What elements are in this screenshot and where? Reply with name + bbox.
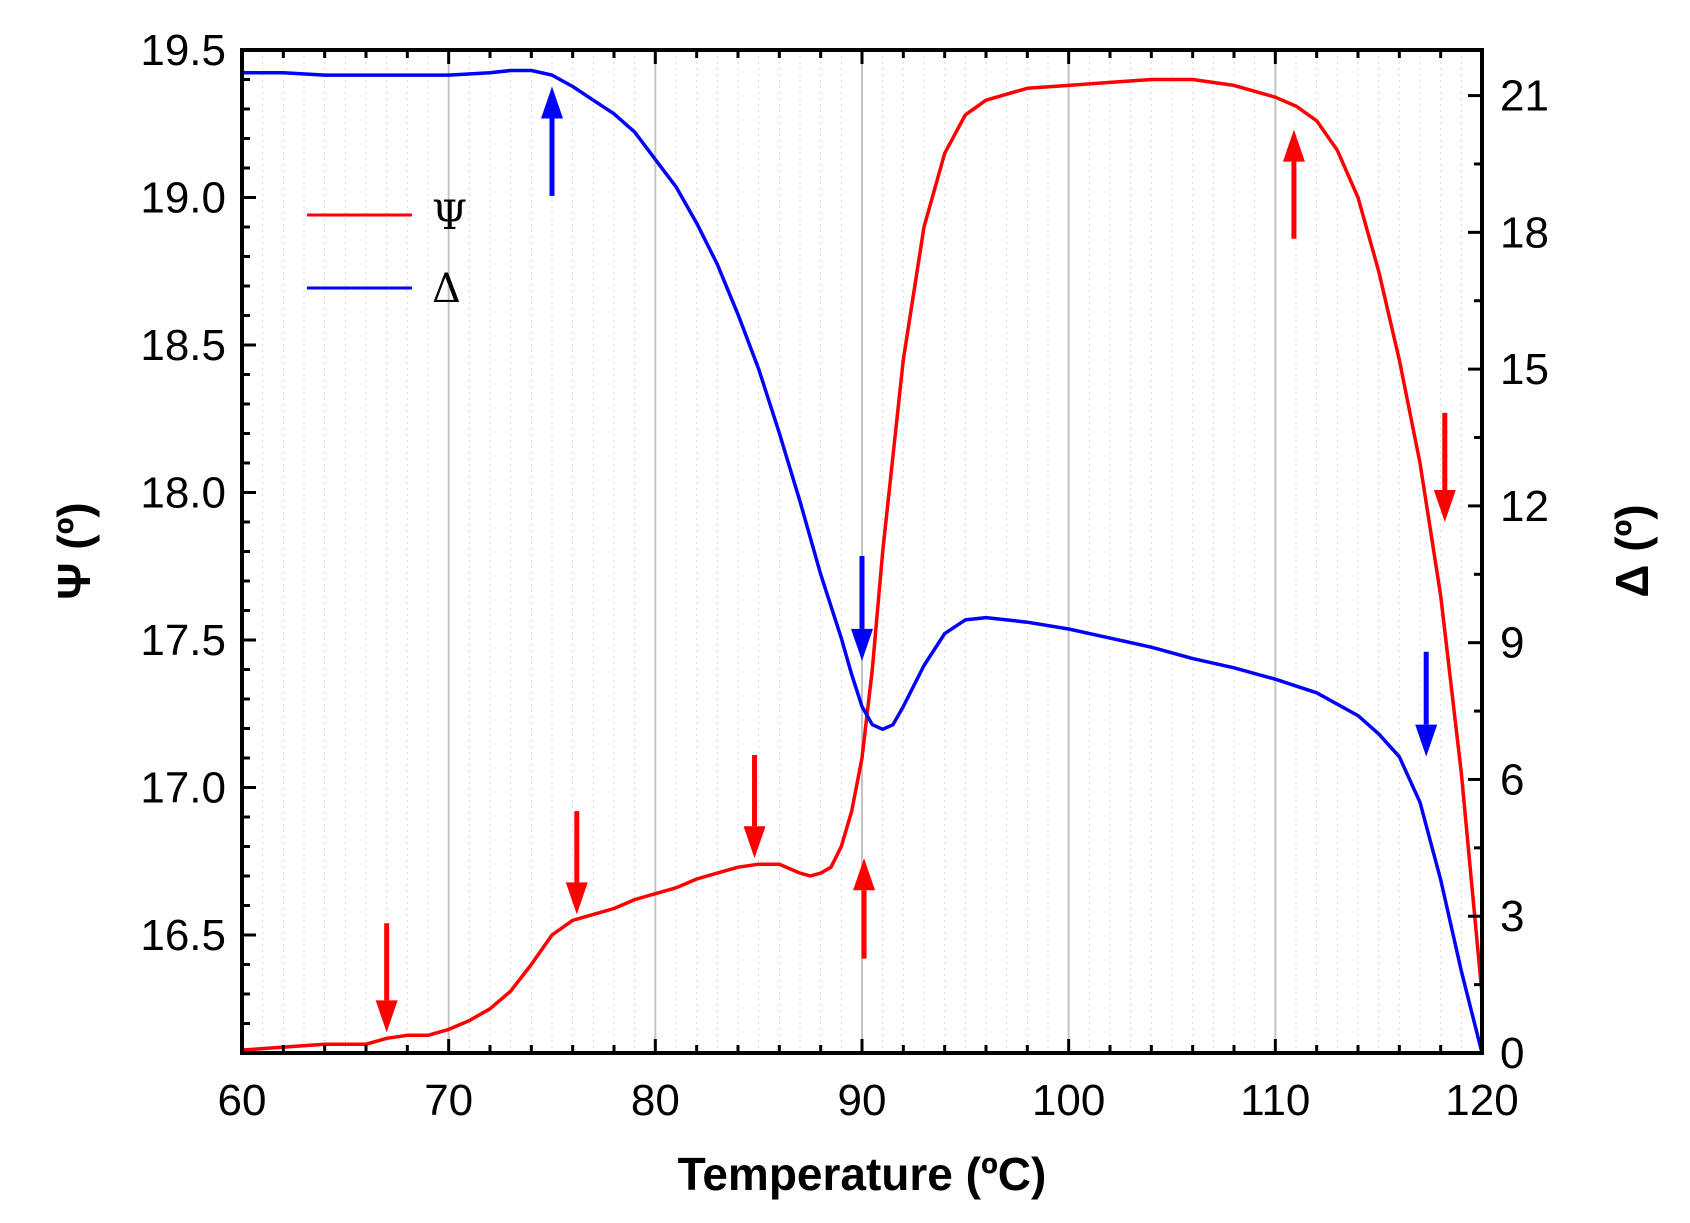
- arrow-down-icon: [743, 755, 766, 859]
- y-left-tick-label: 18.0: [140, 469, 226, 518]
- arrow-head: [743, 826, 766, 859]
- arrow-head: [1415, 724, 1438, 757]
- arrow-down-icon: [1415, 651, 1438, 757]
- y-right-tick-label: 0: [1500, 1029, 1524, 1078]
- annotation-arrows: [375, 86, 1456, 1033]
- psi-series-line: [240, 77, 1484, 1052]
- legend-label-delta: Δ: [432, 266, 461, 312]
- arrow-head: [375, 1000, 398, 1033]
- y-right-tick-label: 6: [1500, 755, 1524, 804]
- y-right-tick-label: 21: [1500, 72, 1549, 121]
- x-tick-label: 120: [1445, 1076, 1518, 1125]
- y-left-tick-label: 16.5: [140, 911, 226, 960]
- major-grid: [447, 50, 1277, 1053]
- axis-ticks: [240, 48, 1484, 1055]
- y-left-tick-label: 19.0: [140, 174, 226, 223]
- x-tick-label: 60: [218, 1076, 267, 1125]
- tick-labels: 60 70 80 90 100 110 12016.517.017.518.018.519.…: [140, 26, 1549, 1125]
- legend: Ψ Δ: [307, 193, 467, 312]
- arrow-head: [565, 882, 588, 915]
- x-tick-label: 90: [838, 1076, 887, 1125]
- y-right-tick-label: 3: [1500, 892, 1524, 941]
- arrow-head: [1433, 490, 1456, 522]
- arrow-down-icon: [1433, 412, 1456, 522]
- y-right-tick-label: 12: [1500, 482, 1549, 531]
- arrow-down-icon: [851, 556, 873, 661]
- arrow-head: [541, 86, 563, 119]
- arrow-up-icon: [1282, 129, 1305, 239]
- arrow-down-icon: [565, 811, 588, 915]
- y-left-tick-label: 18.5: [140, 321, 226, 370]
- x-tick-label: 70: [424, 1076, 473, 1125]
- y-right-tick-label: 9: [1500, 619, 1524, 668]
- arrow-head: [851, 628, 873, 661]
- legend-label-psi: Ψ: [432, 193, 467, 239]
- y-right-tick-label: 15: [1500, 345, 1549, 394]
- arrow-down-icon: [375, 923, 398, 1033]
- y-left-axis-title: Ψ (º): [48, 502, 100, 599]
- y-left-tick-label: 17.0: [140, 764, 226, 813]
- y-left-tick-label: 19.5: [140, 26, 226, 75]
- delta-series-line: [240, 68, 1484, 1055]
- x-tick-label: 80: [631, 1076, 680, 1125]
- y-right-axis-title: Δ (º): [1606, 504, 1658, 597]
- y-left-tick-label: 17.5: [140, 616, 226, 665]
- arrow-head: [1282, 129, 1305, 162]
- x-tick-label: 100: [1032, 1076, 1105, 1125]
- arrow-up-icon: [853, 858, 876, 959]
- arrow-head: [853, 858, 876, 891]
- series-layer: [240, 68, 1484, 1055]
- y-right-tick-label: 18: [1500, 208, 1549, 257]
- arrow-up-icon: [541, 86, 563, 196]
- x-axis-title: Temperature (ºC): [678, 1148, 1047, 1200]
- x-tick-label: 110: [1240, 1076, 1310, 1125]
